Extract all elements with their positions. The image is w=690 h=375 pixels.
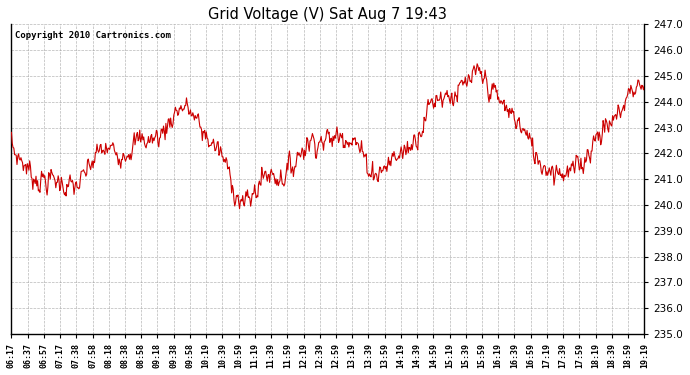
Title: Grid Voltage (V) Sat Aug 7 19:43: Grid Voltage (V) Sat Aug 7 19:43 [208,7,447,22]
Text: Copyright 2010 Cartronics.com: Copyright 2010 Cartronics.com [14,31,170,40]
